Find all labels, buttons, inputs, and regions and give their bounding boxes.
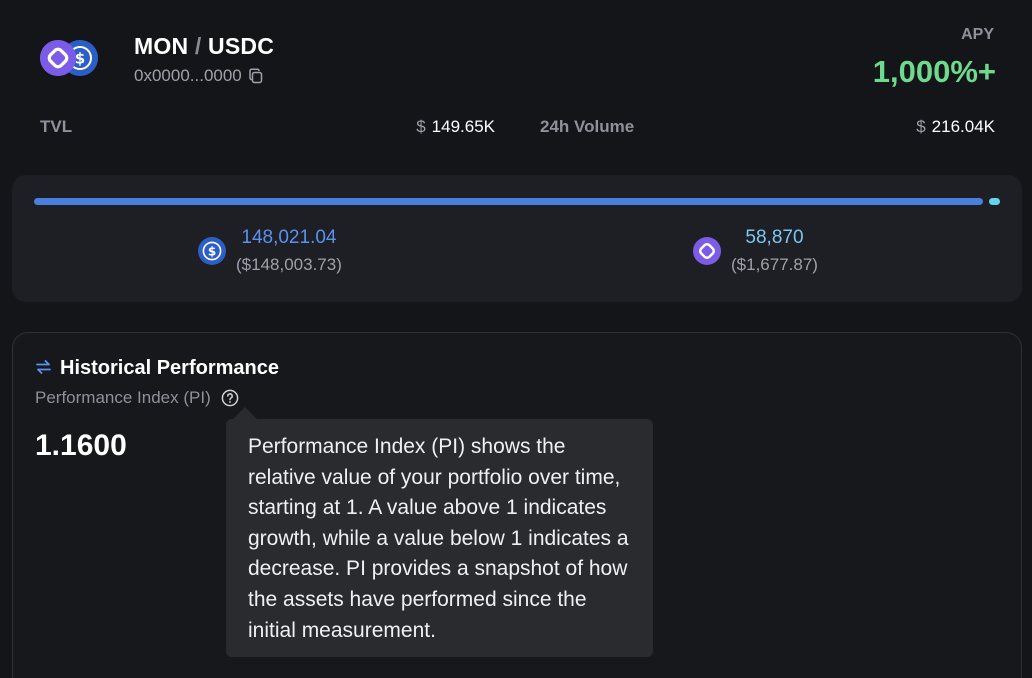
mon-reserve: 58,870 ($1,677.87) <box>693 227 818 275</box>
apy-label: APY <box>961 26 994 43</box>
performance-index-tooltip: Performance Index (PI) shows the relativ… <box>226 419 653 657</box>
pool-address-row: 0x0000...0000 <box>134 66 264 86</box>
pool-address: 0x0000...0000 <box>134 66 242 85</box>
performance-index-label: Performance Index (PI) <box>35 388 211 407</box>
quote-token-symbol: USDC <box>208 33 275 59</box>
mon-reserve-text: 58,870 ($1,677.87) <box>731 227 818 275</box>
volume-amount: 216.04K <box>931 117 995 136</box>
volume-currency: $ <box>916 117 926 136</box>
performance-title: Historical Performance <box>35 357 279 380</box>
base-token-symbol: MON <box>134 33 189 59</box>
volume-label: 24h Volume <box>540 117 635 136</box>
mon-share-bar <box>989 198 1000 205</box>
tvl-currency: $ <box>416 117 426 136</box>
svg-text:$: $ <box>208 245 216 259</box>
volume-value: $216.04K <box>916 117 995 137</box>
liquidity-card: $ 148,021.04 ($148,003.73) 58,870 ($1,67… <box>12 175 1022 302</box>
usdc-share-bar <box>34 198 983 205</box>
usdc-amount: 148,021.04 <box>241 227 337 248</box>
svg-text:$: $ <box>75 50 85 68</box>
mon-usd-value: ($1,677.87) <box>731 255 818 274</box>
tooltip-arrow <box>232 407 258 420</box>
liquidity-ratio-bar <box>34 198 1000 205</box>
mon-token-icon <box>693 237 721 265</box>
pair-separator: / <box>194 33 202 59</box>
pair-logo: $ <box>40 40 98 76</box>
mon-token-icon <box>40 40 76 76</box>
mon-amount: 58,870 <box>745 227 804 248</box>
copy-icon[interactable] <box>248 68 264 84</box>
performance-title-text: Historical Performance <box>60 357 279 379</box>
usdc-reserve: $ 148,021.04 ($148,003.73) <box>198 227 342 275</box>
performance-subtitle: Performance Index (PI) <box>35 388 239 408</box>
pair-title: MON / USDC <box>134 33 274 60</box>
tvl-label: TVL <box>40 117 73 136</box>
performance-index-value: 1.1600 <box>35 429 127 462</box>
usdc-reserve-text: 148,021.04 ($148,003.73) <box>236 227 342 275</box>
apy-value: 1,000%+ <box>872 54 996 89</box>
tvl-amount: 149.65K <box>431 117 495 136</box>
tvl-value: $149.65K <box>416 117 495 137</box>
question-circle-icon[interactable] <box>221 389 239 407</box>
swap-arrows-icon <box>35 357 52 380</box>
usdc-token-icon: $ <box>198 237 226 265</box>
usdc-usd-value: ($148,003.73) <box>236 255 342 274</box>
